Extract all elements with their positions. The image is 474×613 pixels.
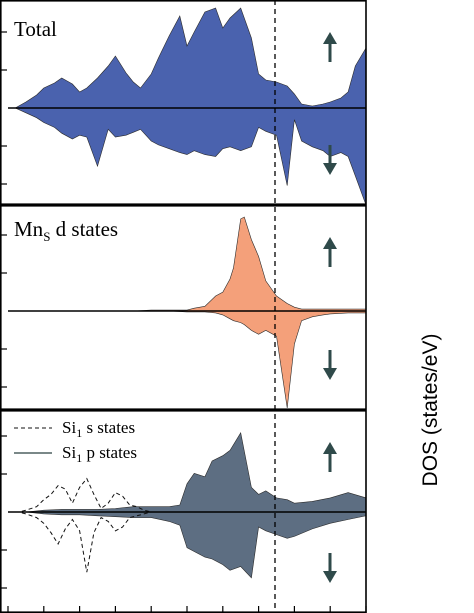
- panel-frame: [0, 409, 367, 613]
- series-down-area: [8, 310, 367, 409]
- arrow-up-icon-head: [323, 442, 337, 454]
- panel-label: MnS d states: [14, 217, 118, 244]
- s-states-down-line: [8, 511, 366, 573]
- arrow-down-icon-head: [323, 368, 337, 380]
- s-states-up-line: [8, 477, 366, 513]
- series-down-area: [8, 511, 367, 579]
- y-axis-label: DOS (states/eV): [419, 334, 442, 487]
- panel-frame: [0, 205, 367, 410]
- panel-label: Total: [14, 17, 57, 41]
- series-up-area: [8, 431, 367, 513]
- series-up-area: [8, 7, 367, 109]
- arrow-down-icon-head: [323, 163, 337, 175]
- panel-3: Si1 s states Si1 p states: [0, 409, 367, 613]
- arrow-up-icon-head: [323, 237, 337, 249]
- panel-2: MnS d states: [0, 205, 367, 410]
- arrow-up-icon-head: [323, 32, 337, 44]
- arrow-down-icon-head: [323, 571, 337, 583]
- series-down-area: [8, 107, 367, 206]
- panel-1: Total: [0, 0, 367, 206]
- legend-entry: Si1 s states: [62, 418, 135, 440]
- panel-frame: [0, 0, 367, 205]
- legend-entry: Si1 p states: [62, 443, 137, 465]
